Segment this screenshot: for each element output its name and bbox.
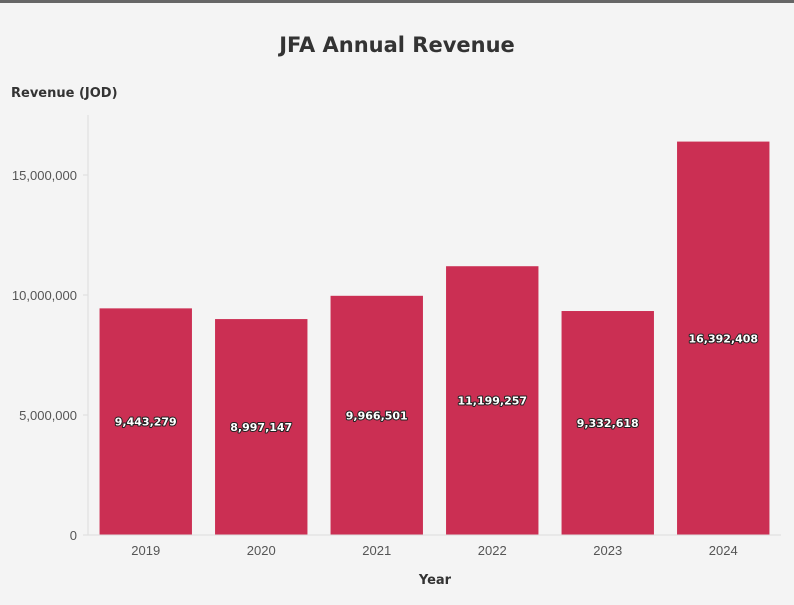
bar-value-label: 9,966,501	[346, 409, 408, 422]
x-axis: 2019 2020 2021 2022 2023 2024	[88, 534, 781, 558]
x-tick-label: 2024	[709, 543, 738, 558]
x-tick-label: 2020	[247, 543, 276, 558]
bar-2020	[215, 319, 308, 535]
y-tick-label: 10,000,000	[12, 288, 77, 303]
x-tick-label: 2023	[593, 543, 622, 558]
bar-2022	[446, 266, 539, 535]
bars-group: 9,443,279 8,997,147 9,966,501 11,199,257 9,3…	[99, 141, 770, 535]
bar-value-label: 9,443,279	[115, 416, 177, 429]
bar-2021	[330, 295, 423, 535]
bar-value-label: 9,332,618	[577, 417, 639, 430]
bar-value-label: 11,199,257	[457, 395, 527, 408]
bar-2023	[561, 311, 654, 535]
bar-2019	[99, 308, 192, 535]
chart-title: JFA Annual Revenue	[277, 33, 515, 57]
y-axis: 0 5,000,000 10,000,000 15,000,000	[12, 115, 89, 543]
x-axis-title: Year	[418, 573, 452, 588]
y-tick-label: 0	[70, 528, 77, 543]
x-tick-label: 2021	[362, 543, 391, 558]
bar-value-label: 8,997,147	[230, 421, 292, 434]
y-tick-label: 15,000,000	[12, 168, 77, 183]
top-border	[0, 0, 794, 3]
bar-value-label: 16,392,408	[688, 332, 758, 345]
y-axis-title: Revenue (JOD)	[11, 86, 118, 101]
y-tick-label: 5,000,000	[19, 408, 77, 423]
x-tick-label: 2019	[131, 543, 160, 558]
bar-2024	[677, 141, 770, 535]
x-tick-label: 2022	[478, 543, 507, 558]
